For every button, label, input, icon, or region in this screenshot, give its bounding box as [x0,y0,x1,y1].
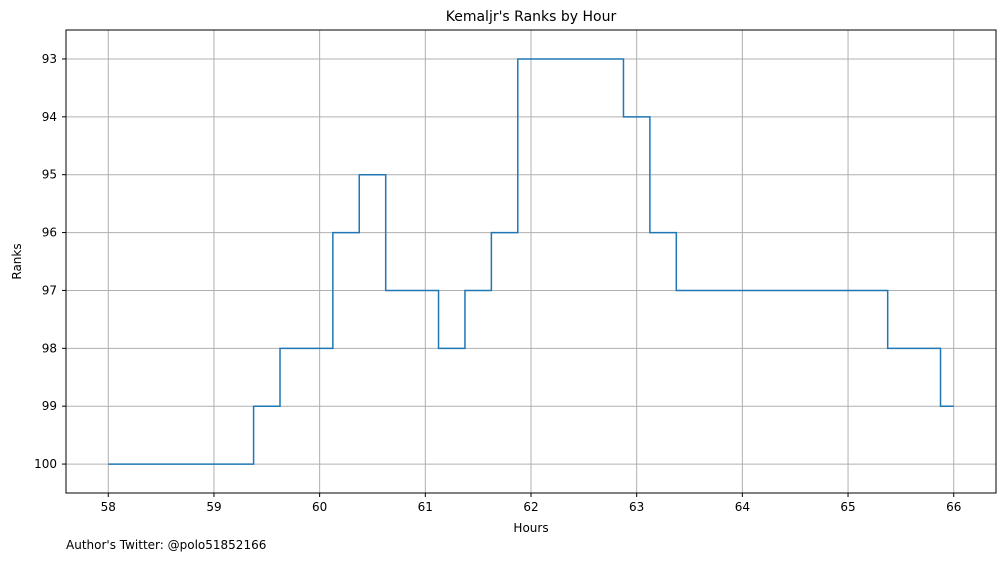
series-layer [108,58,954,465]
y-tick-label: 95 [42,168,57,182]
y-tick-label: 96 [42,226,57,240]
x-tick-label: 66 [946,500,961,514]
x-tick-label: 65 [840,500,855,514]
x-tick-label: 58 [101,500,116,514]
chart-title: Kemaljr's Ranks by Hour [446,9,617,25]
x-axis-label: Hours [513,521,548,535]
y-tick-label: 99 [42,399,57,413]
y-tick-label: 98 [42,341,57,355]
rank-series-line [108,58,954,465]
y-tick-label: 93 [42,52,57,66]
author-footnote: Author's Twitter: @polo51852166 [66,538,267,552]
grid [66,30,996,493]
x-tick-label: 64 [735,500,750,514]
x-tick-label: 61 [418,500,433,514]
y-tick-label: 100 [34,457,57,471]
x-tick-label: 59 [206,500,221,514]
ticks: 58 59 60 61 62 63 64 65 66 93 94 95 96 97 98 99 100 [34,52,961,514]
x-tick-label: 62 [523,500,538,514]
x-tick-label: 63 [629,500,644,514]
y-axis-label: Ranks [10,243,24,279]
y-tick-label: 97 [42,283,57,297]
x-tick-label: 60 [312,500,327,514]
y-tick-label: 94 [42,110,57,124]
